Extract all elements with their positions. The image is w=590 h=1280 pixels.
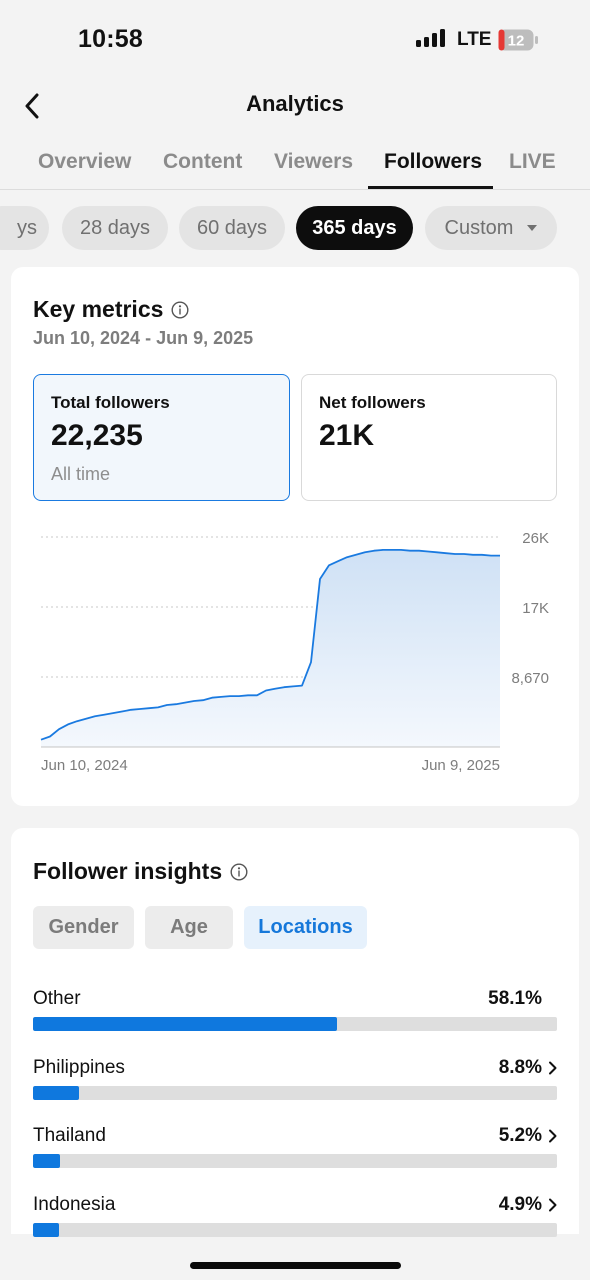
status-bar: 10:58 LTE 12 — [0, 0, 590, 80]
net-followers-label: Net followers — [319, 393, 426, 412]
location-percent: 5.2% — [498, 1125, 542, 1146]
chevron-right-icon — [549, 1129, 557, 1143]
info-icon[interactable] — [230, 862, 248, 881]
back-arrow-icon — [25, 93, 39, 119]
range-custom[interactable]: Custom — [425, 206, 557, 250]
page-title: Analytics — [246, 91, 344, 116]
y-tick-label: 26K — [522, 530, 549, 547]
date-range-label: Jun 10, 2024 - Jun 9, 2025 — [33, 328, 254, 348]
tab-overview[interactable]: Overview — [38, 150, 132, 173]
location-row[interactable]: Philippines 8.8% — [33, 1057, 557, 1117]
date-range-chips: ys 28 days 60 days 365 days Custom — [0, 206, 590, 252]
net-followers-card[interactable]: Net followers 21K — [301, 374, 557, 501]
tab-viewers[interactable]: Viewers — [274, 150, 354, 173]
location-bar-fill — [33, 1154, 61, 1168]
segment-age[interactable]: Age — [145, 906, 233, 949]
follower-insights-title: Follower insights — [33, 858, 223, 884]
location-bar-fill — [33, 1017, 338, 1031]
location-row[interactable]: Thailand 5.2% — [33, 1125, 557, 1185]
signal-icon — [416, 29, 445, 47]
followers-chart: 26K 17K 8,670 Jun 10, 2024 Jun 9, 2025 — [40, 530, 549, 774]
location-name: Thailand — [33, 1125, 106, 1146]
range-365-days[interactable]: 365 days — [296, 206, 413, 250]
info-icon[interactable] — [171, 300, 189, 319]
y-tick-label: 17K — [522, 600, 549, 617]
range-7-days[interactable]: ys — [0, 206, 49, 250]
location-bar-fill — [33, 1085, 80, 1100]
range-custom-label: Custom — [444, 216, 514, 239]
active-tab-indicator — [368, 186, 493, 189]
location-bar-track — [33, 1017, 557, 1031]
tab-bar: Overview Content Viewers Followers LIVE — [0, 138, 590, 190]
battery-icon: 12 — [498, 29, 538, 51]
segment-gender[interactable]: Gender — [33, 906, 134, 949]
key-metrics-card: Key metrics Jun 10, 2024 - Jun 9, 2025 T… — [11, 267, 579, 806]
x-tick-label: Jun 9, 2025 — [422, 757, 500, 774]
location-name: Indonesia — [33, 1193, 116, 1215]
follower-insights-heading: Follower insights — [33, 858, 248, 885]
chevron-right-icon — [549, 1061, 557, 1074]
tab-followers[interactable]: Followers — [384, 150, 483, 173]
tab-content[interactable]: Content — [163, 150, 243, 173]
network-type: LTE — [457, 29, 492, 50]
series-line — [40, 549, 500, 741]
location-percent: 8.8% — [498, 1056, 542, 1078]
status-time: 10:58 — [78, 25, 143, 53]
location-bar-track — [33, 1154, 557, 1168]
range-28-days[interactable]: 28 days — [62, 206, 168, 250]
location-bar-fill — [33, 1222, 59, 1237]
follower-insights-card: Follower insights Gender Age Locations O… — [11, 828, 579, 1237]
location-row[interactable]: Other 58.1% — [33, 988, 557, 1048]
y-tick-label: 8,670 — [511, 670, 549, 687]
series-area — [41, 549, 500, 747]
nav-bar: Analytics — [0, 80, 590, 130]
location-row[interactable]: Indonesia 4.9% — [33, 1194, 557, 1254]
tab-live[interactable]: LIVE — [509, 150, 556, 173]
net-followers-value: 21K — [319, 419, 375, 452]
location-percent: 58.1% — [488, 988, 542, 1009]
range-60-days[interactable]: 60 days — [179, 206, 285, 250]
location-bar-track — [33, 1222, 557, 1237]
location-percent: 4.9% — [498, 1193, 542, 1215]
x-tick-label: Jun 10, 2024 — [41, 757, 128, 774]
segment-locations[interactable]: Locations — [244, 906, 367, 949]
battery-level: 12 — [508, 33, 525, 50]
total-followers-value: 22,235 — [51, 419, 143, 452]
total-followers-label: Total followers — [51, 393, 170, 412]
caret-down-icon — [527, 225, 538, 231]
back-button[interactable] — [14, 86, 50, 126]
location-name: Philippines — [33, 1056, 125, 1078]
chevron-right-icon — [549, 1198, 557, 1211]
total-followers-period: All time — [51, 464, 111, 484]
location-name: Other — [33, 988, 81, 1009]
key-metrics-title: Key metrics — [33, 296, 164, 322]
total-followers-card[interactable]: Total followers 22,235 All time — [33, 374, 290, 501]
location-bar-track — [33, 1085, 557, 1100]
home-indicator[interactable] — [190, 1262, 401, 1269]
key-metrics-heading: Key metrics — [33, 296, 189, 323]
